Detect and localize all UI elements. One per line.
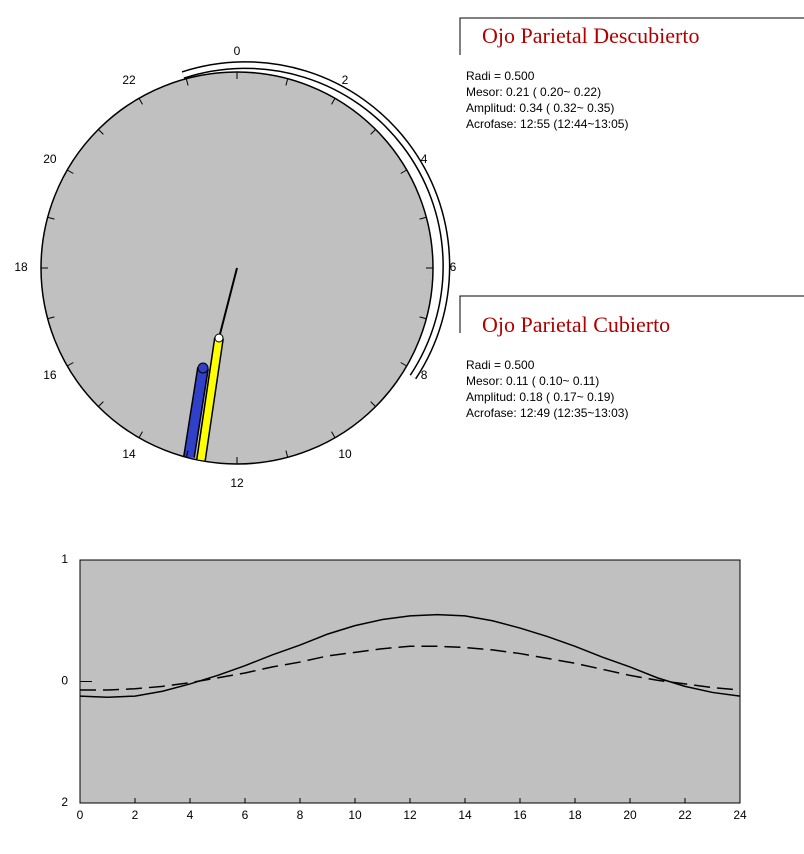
clock [40,61,451,465]
y-tick-label: 1 [61,552,68,566]
clock-tick [98,129,104,135]
panel-line: Amplitud: 0.34 ( 0.32~ 0.35) [466,101,614,115]
x-tick-label: 10 [348,808,362,822]
clock-hour-label: 10 [338,447,352,461]
panel-frame [459,17,804,55]
hand-cubierto [184,367,208,458]
clock-tick [370,129,376,135]
clock-tick [370,401,376,407]
y-tick-label: 2 [61,795,68,809]
clock-hour-label: 18 [14,260,28,274]
clock-hour-label: 2 [342,73,349,87]
series-line [80,645,741,691]
hand-knob [197,362,209,374]
clock-tick [400,362,407,367]
x-tick-label: 20 [623,808,637,822]
panel-line: Acrofase: 12:49 (12:35~13:03) [466,406,628,420]
clock-tick [138,98,143,105]
clock-hour-label: 0 [234,44,241,58]
clock-tick [285,78,289,86]
clock-tick [47,316,55,320]
x-tick-label: 22 [678,808,692,822]
panels [459,17,804,333]
hand-knob [214,333,224,343]
clock-tick [400,169,407,174]
x-tick-label: 2 [132,808,139,822]
clock-hour-label: 12 [230,476,244,490]
x-tick-label: 6 [242,808,249,822]
clock-tick [67,169,74,174]
clock-hand [218,267,238,339]
clock-hour-label: 8 [421,368,428,382]
clock-tick [331,98,336,105]
clock-ring [182,62,449,379]
panel-line: Mesor: 0.21 ( 0.20~ 0.22) [466,85,601,99]
clock-hour-label: 6 [450,260,457,274]
panel-frame [459,295,804,333]
panel-line: Amplitud: 0.18 ( 0.17~ 0.19) [466,390,614,404]
clock-hour-label: 4 [421,152,428,166]
clock-tick [419,316,427,320]
x-tick-label: 0 [77,808,84,822]
y-tick-label: 0 [61,674,68,688]
panel-line: Mesor: 0.11 ( 0.10~ 0.11) [466,374,599,388]
panel-line: Acrofase: 12:55 (12:44~13:05) [466,117,628,131]
x-tick-label: 18 [568,808,582,822]
panel-line: Radi = 0.500 [466,358,535,372]
clock-tick [285,450,289,458]
clock-tick [47,216,55,220]
series-line [79,613,741,699]
clock-tick [331,431,336,438]
panel-title: Ojo Parietal Cubierto [482,312,670,337]
clock-tick [185,78,189,86]
clock-hour-label: 22 [122,73,136,87]
clock-tick [67,362,74,367]
clock-hour-label: 20 [43,152,57,166]
x-tick-label: 14 [458,808,472,822]
clock-tick [419,216,427,220]
clock-hour-label: 14 [122,447,136,461]
clock-tick [98,401,104,407]
x-tick-label: 4 [187,808,194,822]
panel-title: Ojo Parietal Descubierto [482,23,700,48]
panel-line: Radi = 0.500 [466,69,535,83]
x-tick-label: 8 [297,808,304,822]
x-tick-label: 24 [733,808,747,822]
hand-descubierto [197,337,223,461]
x-tick-label: 16 [513,808,527,822]
x-tick-label: 12 [403,808,417,822]
clock-tick [185,450,189,458]
clock-hour-label: 16 [43,368,57,382]
plot-area [79,559,741,804]
clock-tick [138,431,143,438]
